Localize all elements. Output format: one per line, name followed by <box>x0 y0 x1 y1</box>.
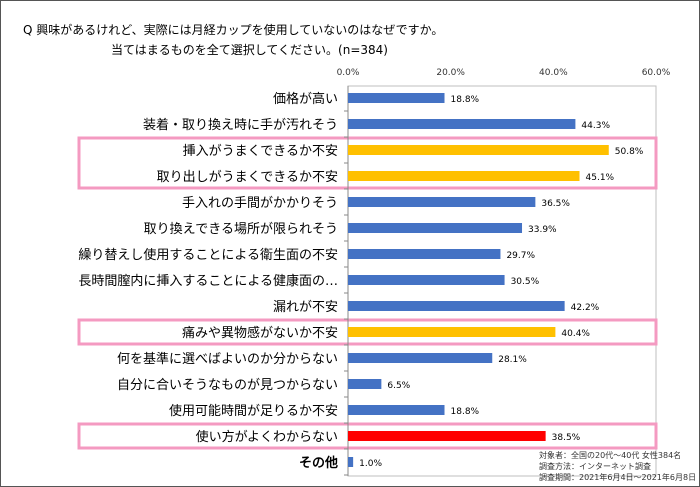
highlight-box <box>77 422 658 450</box>
category-label: 取り出しがうまくできるか不安 <box>157 170 338 185</box>
category-label: 繰り替えし使用することによる衛生面の不安 <box>78 247 338 263</box>
note-method: 調査方法：インターネット調査 <box>539 462 651 471</box>
highlight-box <box>77 318 658 346</box>
note-target: 対象者：全国の20代～40代 女性384名 <box>539 451 682 460</box>
x-tick-label: 60.0% <box>642 68 671 78</box>
category-label: 挿入がうまくできるか不安 <box>183 144 338 159</box>
category-label: 使い方がよくわからない <box>196 429 338 445</box>
category-label: その他 <box>299 455 338 471</box>
bar <box>348 119 576 129</box>
data-label: 50.8% <box>615 147 644 157</box>
bar <box>348 197 536 207</box>
x-tick-label: 20.0% <box>436 68 465 78</box>
category-label: 何を基準に選べばよいのか分からない <box>117 351 338 367</box>
x-tick-label: 0.0% <box>337 68 360 78</box>
data-label: 44.3% <box>581 121 610 131</box>
data-label: 40.4% <box>561 329 590 339</box>
data-label: 29.7% <box>506 251 535 261</box>
bar <box>348 223 523 233</box>
category-label: 漏れが不安 <box>273 299 338 315</box>
data-label: 1.0% <box>359 459 382 469</box>
bar <box>348 379 382 389</box>
bar <box>348 405 445 415</box>
bar <box>348 431 546 441</box>
category-label: 自分に合いそうなものが見つからない <box>117 378 338 393</box>
bar <box>348 93 445 103</box>
highlight-box <box>77 136 658 190</box>
data-label: 38.5% <box>552 433 581 443</box>
bar <box>348 145 609 155</box>
data-label: 18.8% <box>451 95 480 105</box>
data-label: 18.8% <box>451 407 480 417</box>
category-label: 痛みや異物感がないか不安 <box>182 325 338 341</box>
data-label: 6.5% <box>387 381 410 391</box>
bar <box>348 301 565 311</box>
bar <box>348 171 580 181</box>
x-tick-label: 40.0% <box>539 68 568 78</box>
category-label: 手入れの手間がかかりそう <box>182 196 338 211</box>
bar <box>348 275 505 285</box>
bar <box>348 457 354 467</box>
category-label: 価格が高い <box>273 91 338 107</box>
chart-subtitle: 当てはまるものを全て選択してください。(n=384) <box>111 43 388 57</box>
category-label: 装着・取り換え時に手が汚れそう <box>143 117 338 133</box>
category-label: 使用可能時間が足りるか不安 <box>169 403 338 419</box>
chart-title: Q 興味があるけれど、実際には月経カップを使用していないのはなぜですか。 <box>23 23 444 37</box>
data-label: 36.5% <box>541 199 570 209</box>
bar <box>348 327 556 337</box>
data-label: 33.9% <box>528 225 557 235</box>
bar <box>348 249 501 259</box>
data-label: 28.1% <box>498 355 527 365</box>
data-label: 42.2% <box>571 303 600 313</box>
category-label: 長時間膣内に挿入することによる健康面の… <box>78 273 338 289</box>
bar <box>348 353 493 363</box>
category-label: 取り換えできる場所が限られそう <box>144 222 338 237</box>
note-period: 調査期間：2021年6月4日～2021年6月8日 <box>539 473 697 482</box>
data-label: 30.5% <box>511 277 540 287</box>
data-label: 45.1% <box>586 173 615 183</box>
